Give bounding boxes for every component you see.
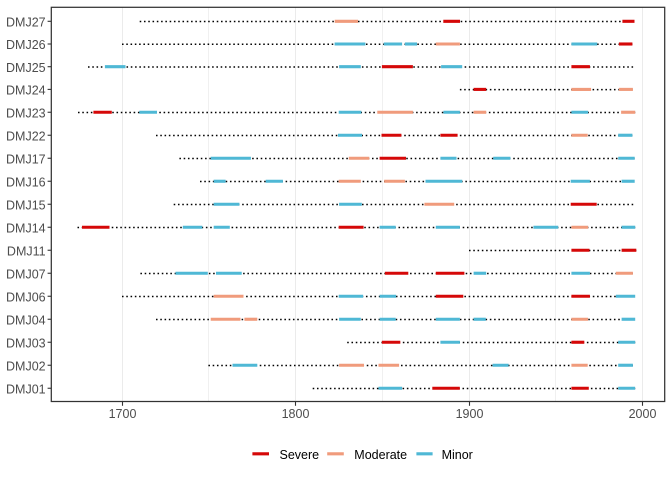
svg-text:Severe: Severe [280, 448, 320, 462]
svg-text:DMJ06: DMJ06 [6, 290, 46, 304]
svg-text:DMJ07: DMJ07 [6, 267, 46, 281]
svg-text:1700: 1700 [109, 407, 137, 421]
svg-text:Minor: Minor [442, 448, 473, 462]
svg-text:2000: 2000 [629, 407, 657, 421]
svg-text:DMJ23: DMJ23 [6, 106, 46, 120]
svg-text:1800: 1800 [282, 407, 310, 421]
svg-text:DMJ16: DMJ16 [6, 175, 46, 189]
svg-text:1900: 1900 [456, 407, 484, 421]
svg-text:DMJ22: DMJ22 [6, 129, 46, 143]
svg-text:DMJ02: DMJ02 [6, 359, 46, 373]
svg-text:DMJ24: DMJ24 [6, 84, 46, 98]
svg-text:DMJ03: DMJ03 [6, 336, 46, 350]
svg-text:DMJ25: DMJ25 [6, 61, 46, 75]
svg-text:DMJ14: DMJ14 [6, 221, 46, 235]
svg-text:DMJ27: DMJ27 [6, 16, 46, 30]
svg-text:Moderate: Moderate [354, 448, 407, 462]
svg-text:DMJ15: DMJ15 [6, 198, 46, 212]
svg-text:DMJ01: DMJ01 [6, 382, 46, 396]
svg-text:DMJ11: DMJ11 [7, 244, 46, 258]
svg-text:DMJ17: DMJ17 [6, 152, 46, 166]
svg-text:DMJ04: DMJ04 [6, 313, 46, 327]
svg-text:DMJ26: DMJ26 [6, 38, 46, 52]
